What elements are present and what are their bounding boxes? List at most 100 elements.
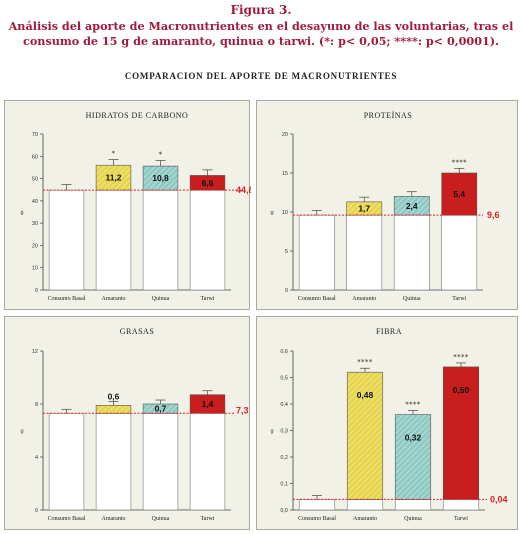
- category-label: Quinua: [152, 296, 170, 302]
- bar-increment: [142, 165, 179, 191]
- caption-line-2: consumo de 15 g de amaranto, quinua o ta…: [23, 34, 499, 48]
- y-tick-label: 0: [35, 288, 38, 294]
- bar-basal-part: [298, 499, 336, 511]
- reference-label: 44,8: [236, 185, 251, 195]
- category-label: Quinua: [403, 296, 421, 302]
- bar-increment: [95, 164, 132, 191]
- category-label: Quinua: [152, 516, 170, 522]
- y-tick-label: 30: [32, 221, 38, 227]
- chart-proteins: PROTEÍNAS 0 5 10 15 20 g Consumo Basal 1,7 Amaran…: [270, 110, 500, 302]
- increment-label: 6,6: [202, 178, 214, 188]
- significance-mark: *: [159, 151, 163, 159]
- y-tick-label: 10: [282, 210, 288, 216]
- bar-basal-part: [95, 189, 132, 291]
- bar-basal-part: [48, 189, 85, 291]
- chart-fats: GRASAS 0 4 8 12 g Consumo Basal 0,6 Amaranto 0,7 Q…: [20, 327, 249, 522]
- y-tick-label: 40: [32, 199, 38, 205]
- panel-fats: GRASAS 0 4 8 12 g Consumo Basal 0,6 Amaranto 0,7 Q…: [4, 316, 250, 530]
- chart-main-title: COMPARACION DEL APORTE DE MACRONUTRIENTE…: [124, 71, 398, 81]
- y-tick-label: 0,5: [280, 376, 288, 382]
- y-tick-label: 0,1: [280, 482, 288, 488]
- bar-increment: [442, 366, 480, 500]
- panel-title: GRASAS: [120, 327, 155, 336]
- bar-basal-part: [142, 189, 179, 291]
- panel-carbohydrates: HIDRATOS DE CARBONO 0 10 20 30 40 50 60 70 g Consu…: [4, 100, 251, 310]
- bar-basal-part: [441, 214, 478, 291]
- panel-title: PROTEÍNAS: [364, 110, 413, 120]
- increment-label: 1,4: [202, 399, 214, 409]
- panel-fiber: FIBRA 0,0 0,1 0,2 0,3 0,4 0,5 0,6 g Consumo Basal…: [256, 316, 518, 530]
- increment-label: 5,4: [453, 189, 465, 199]
- category-label: Tarwi: [454, 516, 468, 522]
- figure-label: Figura 3.: [230, 3, 292, 17]
- bar-basal-part: [142, 412, 179, 511]
- bar-basal-part: [48, 412, 85, 511]
- y-tick-label: 50: [32, 177, 38, 183]
- bar-basal-part: [95, 412, 132, 511]
- increment-label: 0,7: [155, 404, 167, 414]
- category-label: Quinua: [404, 516, 422, 522]
- significance-mark: ****: [453, 353, 469, 361]
- chart-carbohydrates: HIDRATOS DE CARBONO 0 10 20 30 40 50 60 70 g Consu…: [20, 111, 251, 302]
- y-tick-label: 12: [32, 349, 38, 355]
- reference-label: 0,04: [490, 494, 508, 504]
- y-tick-label: 0,0: [280, 508, 288, 514]
- significance-mark: ****: [451, 158, 467, 166]
- increment-label: 1,7: [358, 203, 370, 213]
- category-label: Amaranto: [353, 516, 377, 522]
- significance-mark: ****: [405, 401, 421, 409]
- category-label: Consumo Basal: [48, 296, 86, 302]
- y-tick-label: 0,6: [280, 349, 288, 355]
- category-label: Consumo Basal: [48, 516, 86, 522]
- bar-basal-part: [346, 499, 384, 511]
- y-tick-label: 8: [35, 402, 38, 408]
- increment-label: 11,2: [105, 173, 121, 183]
- y-tick-label: 20: [32, 243, 38, 249]
- increment-label: 0,6: [108, 391, 120, 401]
- y-tick-label: 20: [282, 132, 288, 138]
- increment-label: 0,32: [405, 433, 422, 443]
- bar-basal-part: [394, 499, 432, 511]
- y-tick-label: 60: [32, 154, 38, 160]
- y-tick-label: 0: [285, 288, 288, 294]
- y-tick-label: 4: [35, 455, 38, 461]
- y-tick-label: 5: [285, 249, 288, 255]
- reference-label: 7,3: [236, 405, 249, 415]
- bar-basal-part: [346, 214, 383, 291]
- category-label: Amaranto: [102, 296, 126, 302]
- panel-title: HIDRATOS DE CARBONO: [86, 111, 189, 120]
- category-label: Tarwi: [201, 516, 215, 522]
- category-label: Amaranto: [352, 296, 376, 302]
- bar-increment: [95, 405, 132, 414]
- y-tick-label: 0,2: [280, 455, 288, 461]
- significance-mark: ****: [357, 358, 373, 366]
- bar-increment: [441, 172, 478, 216]
- bar-basal-part: [189, 189, 226, 291]
- y-tick-label: 0,3: [280, 429, 288, 435]
- bar-basal-part: [189, 412, 226, 511]
- y-axis-label: g: [270, 210, 273, 216]
- increment-label: 2,4: [406, 201, 418, 211]
- y-tick-label: 0,4: [280, 402, 288, 408]
- panel-title: FIBRA: [376, 327, 402, 336]
- bar-increment: [346, 371, 384, 500]
- category-label: Consumo Basal: [298, 296, 336, 302]
- panel-proteins: PROTEÍNAS 0 5 10 15 20 g Consumo Basal 1,7 Amaran…: [256, 100, 518, 310]
- chart-fiber: FIBRA 0,0 0,1 0,2 0,3 0,4 0,5 0,6 g Consumo Basal…: [270, 327, 508, 522]
- category-label: Tarwi: [201, 296, 215, 302]
- y-axis-label: g: [20, 210, 23, 216]
- caption-line-1: Análisis del aporte de Macronutrientes e…: [8, 19, 514, 33]
- y-tick-label: 70: [32, 132, 38, 138]
- significance-mark: *: [112, 150, 116, 158]
- reference-label: 9,6: [487, 210, 500, 220]
- increment-label: 0,50: [453, 385, 470, 395]
- bar-basal-part: [442, 499, 480, 511]
- y-tick-label: 10: [32, 266, 38, 272]
- y-tick-label: 0: [35, 508, 38, 514]
- category-label: Tarwi: [452, 296, 466, 302]
- bar-increment: [394, 414, 432, 500]
- increment-label: 0,48: [357, 390, 374, 400]
- figure-caption: Análisis del aporte de Macronutrientes e…: [4, 19, 518, 49]
- category-label: Amaranto: [102, 516, 126, 522]
- y-axis-label: g: [270, 429, 273, 435]
